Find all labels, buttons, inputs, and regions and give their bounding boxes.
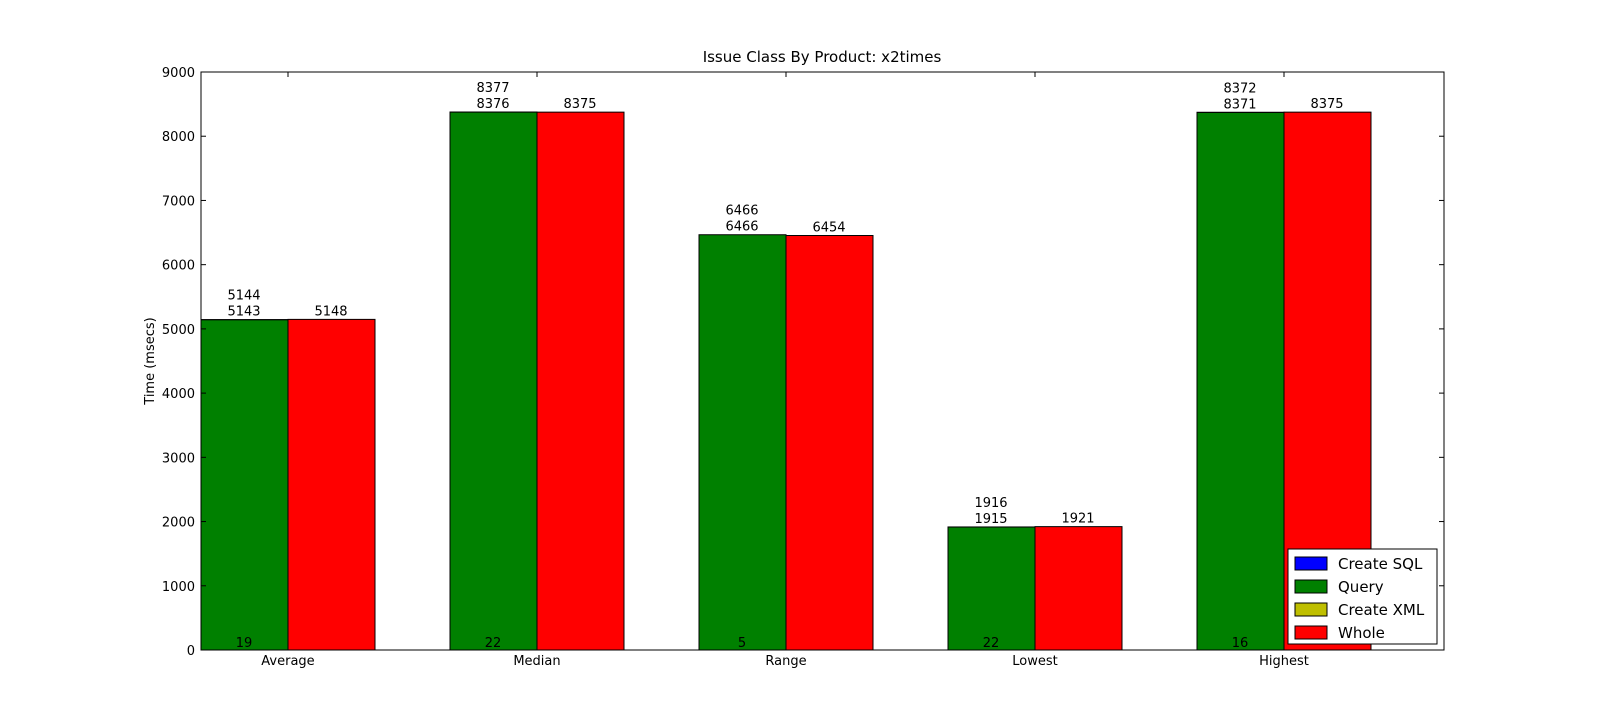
bar-whole: [1035, 527, 1122, 650]
y-axis-label: Time (msecs): [143, 317, 158, 405]
data-label-create-sql: 19: [236, 636, 253, 651]
y-tick-label: 4000: [162, 387, 195, 402]
legend-label: Create XML: [1338, 601, 1425, 619]
data-label-create-xml: 5144: [227, 289, 260, 304]
bar-whole: [537, 112, 624, 650]
x-tick-label: Range: [765, 654, 806, 669]
legend-swatch: [1295, 557, 1327, 570]
data-label-query: 5143: [227, 305, 260, 320]
y-tick-label: 0: [187, 644, 195, 659]
data-label-create-sql: 5: [738, 636, 746, 651]
y-tick-label: 7000: [162, 194, 195, 209]
data-label-query: 6466: [725, 220, 758, 235]
data-label-whole: 8375: [1310, 97, 1343, 112]
data-label-query: 8376: [476, 97, 509, 112]
bar-query: [201, 320, 288, 650]
data-label-query: 1915: [974, 512, 1007, 527]
data-label-create-xml: 8372: [1223, 81, 1256, 96]
data-label-query: 8371: [1223, 97, 1256, 112]
bar-query: [1197, 112, 1284, 650]
x-tick-label: Average: [261, 654, 314, 669]
bar-whole: [786, 236, 873, 650]
data-label-create-sql: 22: [485, 636, 502, 651]
y-tick-label: 6000: [162, 259, 195, 274]
x-tick-label: Median: [513, 654, 560, 669]
y-tick-label: 5000: [162, 323, 195, 338]
data-label-create-xml: 1916: [974, 496, 1007, 511]
y-tick-label: 2000: [162, 516, 195, 531]
bar-query: [948, 527, 1035, 650]
y-tick-label: 8000: [162, 130, 195, 145]
legend: Create SQL Query Create XML Whole: [1288, 549, 1437, 644]
x-tick-label: Lowest: [1012, 654, 1057, 669]
data-label-create-sql: 22: [983, 636, 1000, 651]
data-label-whole: 1921: [1061, 512, 1094, 527]
data-label-create-sql: 16: [1232, 636, 1249, 651]
bars-layer: [201, 112, 1371, 650]
legend-swatch: [1295, 626, 1327, 639]
legend-swatch: [1295, 603, 1327, 616]
data-label-whole: 6454: [812, 221, 845, 236]
data-label-whole: 5148: [314, 304, 347, 319]
legend-label: Whole: [1338, 624, 1385, 642]
legend-label: Query: [1338, 578, 1384, 596]
data-label-whole: 8375: [563, 97, 596, 112]
legend-swatch: [1295, 580, 1327, 593]
bar-whole: [288, 319, 375, 650]
data-label-create-xml: 6466: [725, 204, 758, 219]
y-tick-label: 3000: [162, 451, 195, 466]
data-label-create-xml: 8377: [476, 81, 509, 96]
legend-label: Create SQL: [1338, 555, 1423, 573]
bar-query: [450, 112, 537, 650]
y-tick-label: 9000: [162, 66, 195, 81]
bar-query: [699, 235, 786, 650]
chart-title: Issue Class By Product: x2times: [703, 48, 942, 66]
x-tick-label: Highest: [1259, 654, 1309, 669]
y-tick-label: 1000: [162, 580, 195, 595]
